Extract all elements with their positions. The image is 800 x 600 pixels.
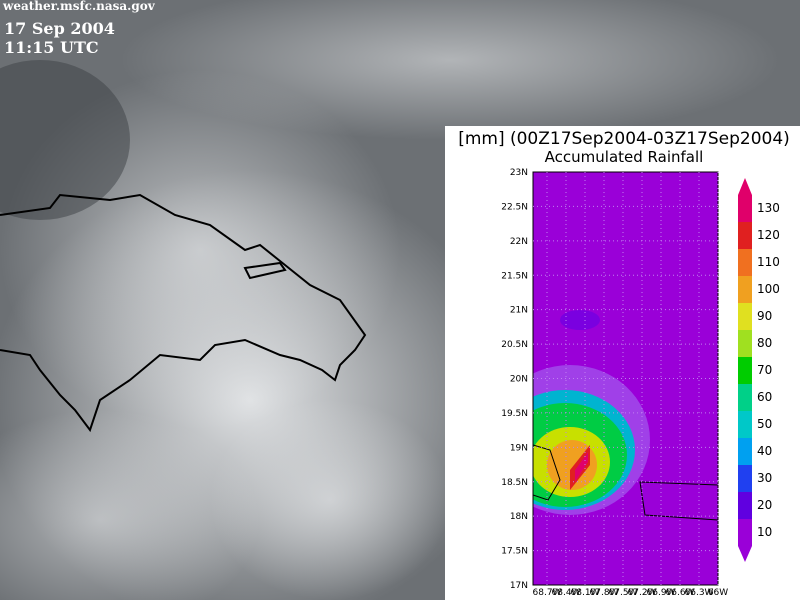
colorbar-label: 100 [757,282,780,296]
lat-label: 21.5N [501,271,528,281]
date-label: 17 Sep 2004 [4,19,115,38]
lat-label: 21N [510,306,528,316]
colorbar-label: 40 [757,444,772,458]
lon-label: 67.8W [590,588,619,598]
colorbar [738,178,752,562]
rainfall-field [533,310,718,521]
colorbar-label: 10 [757,525,772,539]
inset-subtitle: Accumulated Rainfall [545,148,704,166]
colorbar-label: 70 [757,363,772,377]
source-label: weather.msfc.nasa.gov [2,0,156,13]
lat-label: 18N [510,512,528,522]
lon-label: 66W [708,588,728,598]
colorbar-label: 60 [757,390,772,404]
lat-label: 20.5N [501,340,528,350]
lon-label: 66.3W [685,588,714,598]
lat-label: 17N [510,581,528,591]
time-label: 11:15 UTC [4,38,99,57]
colorbar-label: 30 [757,471,772,485]
colorbar-label: 90 [757,309,772,323]
colorbar-label: 130 [757,201,780,215]
colorbar-label: 80 [757,336,772,350]
lat-label: 17.5N [501,547,528,557]
inset-title: [mm] (00Z17Sep2004-03Z17Sep2004) [458,129,790,149]
coastline [243,261,287,280]
lat-label: 19.5N [501,409,528,419]
lon-label: 66.9W [647,588,676,598]
lon-label: 68.7W [533,588,562,598]
lon-label: 68.4W [552,588,581,598]
colorbar-label: 20 [757,498,772,512]
coastline [0,193,367,433]
lat-label: 19N [510,443,528,453]
lon-label: 67.2W [628,588,657,598]
lon-label: 67.5W [609,588,638,598]
lat-label: 22.5N [501,202,528,212]
lat-label: 23N [510,168,528,178]
colorbar-label: 110 [757,255,780,269]
lat-label: 20N [510,375,528,385]
lon-label: 66.6W [666,588,695,598]
colorbar-label: 50 [757,417,772,431]
lon-label: 68.1W [571,588,600,598]
lat-label: 22N [510,237,528,247]
colorbar-label: 120 [757,228,780,242]
lat-label: 18.5N [501,478,528,488]
